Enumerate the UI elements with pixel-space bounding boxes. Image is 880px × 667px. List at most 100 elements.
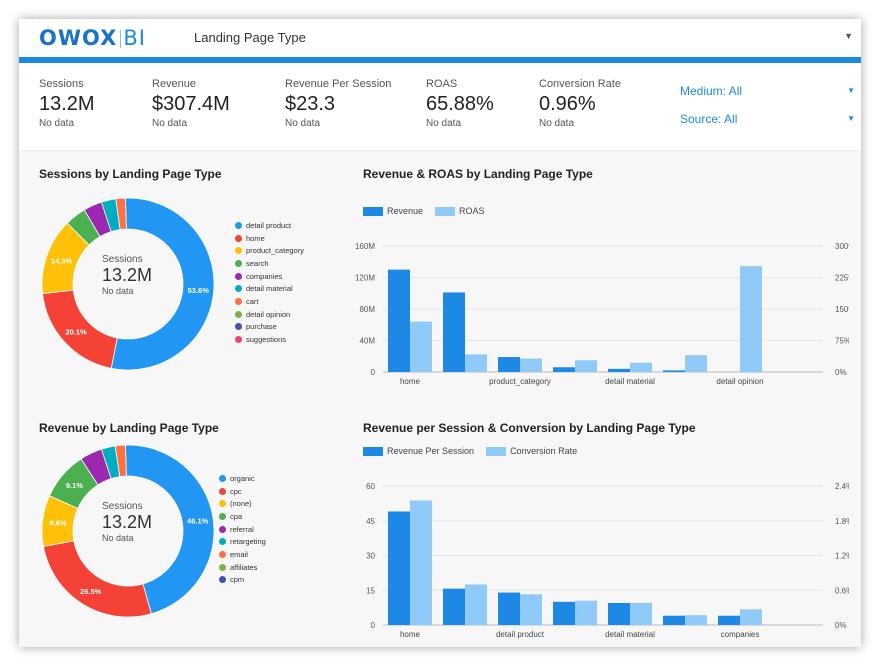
kpi-row: Sessions 13.2M No data Revenue $307.4M N…: [19, 63, 861, 151]
y-tick-label: 40M: [359, 337, 375, 346]
bar-roas[interactable]: [575, 360, 597, 372]
sessions-legend: detail product home product_category search…: [235, 219, 304, 346]
legend-label: detail material: [246, 284, 293, 294]
legend-dot: [235, 259, 242, 267]
legend-dot: [219, 563, 226, 571]
legend-dot: [219, 550, 226, 558]
x-tick-label: companies: [721, 630, 760, 639]
legend-label: referral: [230, 524, 254, 534]
legend-label: affiliates: [230, 562, 258, 572]
revenue-donut-center: Sessions 13.2M No data: [102, 501, 152, 543]
legend-dot: [235, 323, 242, 331]
bar-revenue-per-session[interactable]: [718, 615, 740, 625]
kpi-label: ROAS: [426, 78, 458, 90]
legend-dot: [219, 474, 226, 482]
bar-conversion-rate[interactable]: [575, 600, 597, 625]
source-filter[interactable]: Source: All ▼: [680, 112, 855, 126]
legend-dot: [235, 310, 242, 318]
bar-revenue[interactable]: [498, 357, 520, 372]
bar-conversion-rate[interactable]: [685, 615, 707, 625]
sessions-chart-title: Sessions by Landing Page Type: [39, 167, 222, 181]
chevron-down-icon: ▼: [847, 114, 855, 123]
legend-item: affiliates: [219, 561, 266, 574]
bar-revenue[interactable]: [388, 269, 410, 372]
sessions-donut-center: Sessions 13.2M No data: [102, 254, 152, 296]
legend-item: purchase: [235, 321, 304, 334]
legend-label: purchase: [246, 322, 277, 332]
page-title: Landing Page Type: [194, 30, 306, 45]
legend-dot: [235, 285, 242, 293]
donut-slice[interactable]: [125, 444, 215, 615]
bar-revenue-per-session[interactable]: [443, 588, 465, 625]
bar-revenue-per-session[interactable]: [498, 592, 520, 625]
y-tick-label: 120M: [355, 274, 375, 283]
bar-revenue-per-session[interactable]: [663, 615, 685, 625]
legend-item: suggestions: [235, 333, 304, 346]
legend-dot: [235, 336, 242, 344]
bar-revenue-per-session[interactable]: [608, 602, 630, 625]
y2-tick-label: 1.8%: [835, 517, 849, 526]
x-tick-label: home: [400, 630, 421, 639]
logo-separator: [120, 30, 122, 48]
bar-roas[interactable]: [740, 266, 762, 372]
legend-dot: [235, 272, 242, 280]
legend-item: cart: [235, 295, 304, 308]
donut-slice[interactable]: [110, 197, 215, 371]
legend-item-revenue: Revenue: [363, 206, 423, 216]
legend-dot: [235, 247, 242, 255]
bar-conversion-rate[interactable]: [410, 500, 432, 625]
bar-conversion-rate[interactable]: [520, 594, 542, 625]
donut-center-label: Sessions: [102, 501, 143, 512]
kpi-sessions: Sessions 13.2M No data: [39, 78, 95, 129]
kpi-comparison: No data: [152, 118, 188, 129]
legend-dot: [235, 297, 242, 305]
legend-label: email: [230, 549, 248, 559]
bar-conversion-rate[interactable]: [740, 609, 762, 625]
bar-revenue-per-session[interactable]: [553, 601, 575, 625]
y-tick-label: 15: [366, 586, 375, 595]
medium-filter[interactable]: Medium: All ▼: [680, 84, 855, 98]
slice-label: 26.5%: [80, 587, 102, 596]
y-tick-label: 160M: [355, 242, 375, 251]
bar-revenue[interactable]: [553, 367, 575, 372]
donut-slice[interactable]: [114, 444, 127, 478]
bar-roas[interactable]: [630, 362, 652, 372]
legend-label: Revenue Per Session: [387, 446, 475, 456]
bar-roas[interactable]: [685, 355, 707, 372]
bar-revenue-per-session[interactable]: [388, 511, 410, 625]
x-tick-label: product_category: [489, 377, 551, 386]
bar-revenue[interactable]: [663, 370, 685, 372]
legend-item: detail material: [235, 282, 304, 295]
legend-label: cpa: [230, 511, 243, 521]
donut-center-value: 13.2M: [102, 265, 153, 285]
donut-slice[interactable]: [115, 197, 127, 231]
bar-roas[interactable]: [410, 321, 432, 372]
bar-roas[interactable]: [520, 358, 542, 372]
x-tick-label: detail material: [605, 630, 655, 639]
legend-item: retargeting: [219, 535, 266, 548]
bar-roas[interactable]: [465, 354, 487, 372]
slice-label: 20.1%: [65, 328, 87, 337]
bar-conversion-rate[interactable]: [630, 602, 652, 625]
legend-label: Conversion Rate: [510, 446, 578, 456]
donut-slice[interactable]: [42, 540, 152, 618]
slice-label: 46.1%: [187, 516, 209, 525]
legend-label: ROAS: [459, 206, 485, 216]
legend-item: detail product: [235, 219, 304, 232]
legend-item: referral: [219, 523, 266, 536]
y-tick-label: 0: [371, 368, 376, 377]
revenue-roas-legend: Revenue ROAS: [363, 206, 497, 216]
kpi-value: 0.96%: [539, 93, 596, 115]
legend-dot: [219, 487, 226, 495]
bar-conversion-rate[interactable]: [465, 584, 487, 625]
kpi-value: 65.88%: [426, 93, 494, 115]
y-tick-label: 45: [366, 517, 375, 526]
bar-revenue[interactable]: [608, 368, 630, 372]
chevron-down-icon[interactable]: ▼: [844, 31, 853, 41]
legend-label: search: [246, 258, 269, 268]
bar-revenue[interactable]: [443, 292, 465, 372]
legend-item: search: [235, 257, 304, 270]
kpi-label: Revenue Per Session: [285, 78, 392, 90]
y2-tick-label: 0.6%: [835, 586, 849, 595]
kpi-conversion-rate: Conversion Rate 0.96% No data: [539, 78, 621, 129]
